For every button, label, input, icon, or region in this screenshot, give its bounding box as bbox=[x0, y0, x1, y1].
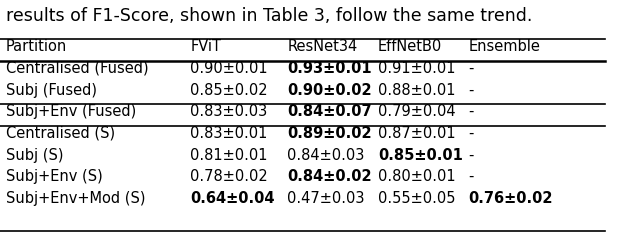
Text: 0.91±0.01: 0.91±0.01 bbox=[378, 61, 456, 76]
Text: -: - bbox=[468, 104, 474, 119]
Text: 0.81±0.01: 0.81±0.01 bbox=[191, 148, 268, 163]
Text: 0.83±0.03: 0.83±0.03 bbox=[191, 104, 268, 119]
Text: Ensemble: Ensemble bbox=[468, 39, 541, 54]
Text: 0.89±0.02: 0.89±0.02 bbox=[287, 126, 372, 141]
Text: 0.90±0.02: 0.90±0.02 bbox=[287, 83, 372, 97]
Text: -: - bbox=[468, 126, 474, 141]
Text: Subj (S): Subj (S) bbox=[6, 148, 63, 163]
Text: 0.87±0.01: 0.87±0.01 bbox=[378, 126, 456, 141]
Text: 0.88±0.01: 0.88±0.01 bbox=[378, 83, 456, 97]
Text: 0.55±0.05: 0.55±0.05 bbox=[378, 191, 456, 206]
Text: Centralised (S): Centralised (S) bbox=[6, 126, 115, 141]
Text: Centralised (Fused): Centralised (Fused) bbox=[6, 61, 148, 76]
Text: ResNet34: ResNet34 bbox=[287, 39, 358, 54]
Text: 0.85±0.02: 0.85±0.02 bbox=[191, 83, 268, 97]
Text: Partition: Partition bbox=[6, 39, 67, 54]
Text: 0.85±0.01: 0.85±0.01 bbox=[378, 148, 463, 163]
Text: EffNetB0: EffNetB0 bbox=[378, 39, 442, 54]
Text: -: - bbox=[468, 61, 474, 76]
Text: 0.79±0.04: 0.79±0.04 bbox=[378, 104, 456, 119]
Text: 0.76±0.02: 0.76±0.02 bbox=[468, 191, 553, 206]
Text: 0.80±0.01: 0.80±0.01 bbox=[378, 169, 456, 184]
Text: 0.64±0.04: 0.64±0.04 bbox=[191, 191, 275, 206]
Text: 0.90±0.01: 0.90±0.01 bbox=[191, 61, 268, 76]
Text: FViT: FViT bbox=[191, 39, 221, 54]
Text: Subj+Env (S): Subj+Env (S) bbox=[6, 169, 103, 184]
Text: 0.83±0.01: 0.83±0.01 bbox=[191, 126, 268, 141]
Text: Subj+Env+Mod (S): Subj+Env+Mod (S) bbox=[6, 191, 145, 206]
Text: Subj+Env (Fused): Subj+Env (Fused) bbox=[6, 104, 136, 119]
Text: 0.84±0.03: 0.84±0.03 bbox=[287, 148, 365, 163]
Text: 0.47±0.03: 0.47±0.03 bbox=[287, 191, 365, 206]
Text: 0.93±0.01: 0.93±0.01 bbox=[287, 61, 372, 76]
Text: Subj (Fused): Subj (Fused) bbox=[6, 83, 97, 97]
Text: 0.84±0.02: 0.84±0.02 bbox=[287, 169, 372, 184]
Text: 0.78±0.02: 0.78±0.02 bbox=[191, 169, 268, 184]
Text: results of F1-Score, shown in Table 3, follow the same trend.: results of F1-Score, shown in Table 3, f… bbox=[6, 7, 532, 25]
Text: -: - bbox=[468, 83, 474, 97]
Text: -: - bbox=[468, 148, 474, 163]
Text: -: - bbox=[468, 169, 474, 184]
Text: 0.84±0.07: 0.84±0.07 bbox=[287, 104, 372, 119]
